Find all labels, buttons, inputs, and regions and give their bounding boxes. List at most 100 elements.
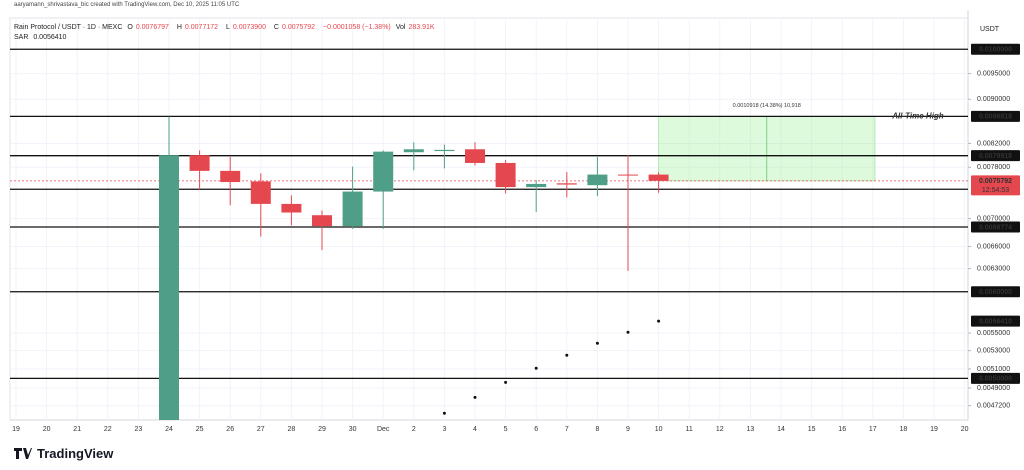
level-label: 0.0050000 — [979, 376, 1012, 383]
x-tick-label: 4 — [473, 426, 477, 433]
brand: TradingView — [14, 446, 113, 461]
legend-value: 283.91K — [408, 24, 435, 31]
y-tick-label: 0.0053000 — [977, 348, 1010, 355]
sar-dot — [473, 395, 477, 399]
level-label: 0.0086818 — [979, 114, 1012, 121]
y-tick-label: 0.0051000 — [977, 366, 1010, 373]
x-tick-label: 5 — [504, 426, 508, 433]
y-tick-label: 0.0063000 — [977, 265, 1010, 272]
legend-item: O 0.0076797 — [127, 24, 172, 31]
sar-dot — [595, 341, 599, 345]
x-tick-label: 17 — [869, 426, 877, 433]
legend-change: −0.0001058 (−1.38%) — [323, 24, 391, 31]
x-tick-label: 30 — [349, 426, 357, 433]
candle-body — [587, 174, 608, 186]
legend-key: C — [273, 24, 279, 31]
legend-key: H — [176, 24, 182, 31]
candle-body — [434, 149, 455, 152]
legend-key: Vol — [395, 24, 406, 31]
x-tick-label: 8 — [595, 426, 599, 433]
x-tick-label: 20 — [43, 426, 51, 433]
level-label: 0.0068774 — [979, 224, 1012, 231]
sar-dot — [626, 330, 630, 334]
candle-body — [495, 162, 516, 188]
level-label-box — [971, 110, 1020, 122]
y-tick-label: 0.0049000 — [977, 385, 1010, 392]
x-tick-label: 20 — [961, 426, 969, 433]
x-tick-label: 19 — [930, 426, 938, 433]
level-label: 0.0060000 — [979, 289, 1012, 296]
candle-body — [281, 203, 302, 213]
level-label: 0.0100000 — [979, 47, 1012, 54]
candle-body — [465, 149, 485, 163]
measure-label: 0.0010918 (14.38%) 10,918 — [733, 103, 801, 109]
legend-key: L — [225, 24, 230, 31]
x-tick-label: 21 — [73, 426, 81, 433]
candle-body — [342, 191, 363, 227]
candle-body — [250, 181, 271, 204]
x-tick-label: 23 — [135, 426, 143, 433]
x-tick-label: 27 — [257, 426, 265, 433]
legend-key: O — [127, 24, 133, 31]
candle-body — [648, 174, 669, 181]
sar-dot — [442, 411, 446, 415]
currency[interactable]: USDT — [980, 26, 1000, 33]
price-label: 0.0075792 — [979, 178, 1012, 185]
level-label-box — [971, 43, 1020, 55]
candles — [159, 116, 669, 420]
legend-value: 0.0073900 — [232, 24, 266, 31]
sar-dot — [565, 353, 569, 357]
candle-body — [556, 183, 577, 185]
sar-label-box — [971, 315, 1020, 327]
level-label: 0.0079918 — [979, 153, 1012, 160]
y-tick-label: 0.0047200 — [977, 403, 1010, 410]
y-tick-label: 0.0078000 — [977, 164, 1010, 171]
x-tick-label: 2 — [412, 426, 416, 433]
y-tick-label: 0.0055000 — [977, 330, 1010, 337]
symbol: Rain Protocol / USDT · 1D · MEXC — [14, 24, 123, 31]
level-label-box — [971, 221, 1020, 233]
x-tick-label: 7 — [565, 426, 569, 433]
candle-body — [526, 183, 547, 188]
x-tick-label: 25 — [196, 426, 204, 433]
x-tick-label: 9 — [626, 426, 630, 433]
x-tick-label: 26 — [226, 426, 234, 433]
x-tick-label: 6 — [534, 426, 538, 433]
x-tick-label: 24 — [165, 426, 173, 433]
level-label-box — [971, 372, 1020, 384]
indicator-name: SAR — [14, 34, 31, 41]
x-tick-label: 3 — [442, 426, 446, 433]
sar-dot — [657, 319, 661, 323]
candle-body — [312, 215, 332, 227]
y-tick-label: 0.0090000 — [977, 96, 1010, 103]
candle-body — [373, 151, 394, 192]
x-tick-label: 28 — [288, 426, 296, 433]
legend-value: 0.0077172 — [184, 24, 219, 31]
price-countdown: 12:54:53 — [982, 187, 1009, 194]
x-tick-label: 19 — [12, 426, 20, 433]
sar-dot — [504, 380, 508, 384]
watermark: aaryamann_shrivastava_bic created with T… — [14, 2, 240, 8]
legend-item: L 0.0073900 — [226, 24, 269, 31]
x-tick-label: 29 — [318, 426, 326, 433]
y-tick-label: 0.0066000 — [977, 243, 1010, 250]
x-tick-label: 22 — [104, 426, 112, 433]
price-label-box — [971, 175, 1020, 196]
legend-value: 0.0076797 — [135, 24, 169, 31]
candle-body — [220, 170, 241, 183]
legend-row: Rain Protocol / USDT · 1D · MEXC O 0.0076… — [14, 24, 441, 31]
brand-logo — [14, 448, 32, 459]
x-tick-label: 15 — [808, 426, 816, 433]
sar-label: 0.0056410 — [979, 318, 1012, 325]
x-tick-label: 10 — [655, 426, 663, 433]
candle-body — [189, 155, 210, 171]
x-tick-label: 14 — [777, 426, 785, 433]
candle-body — [159, 155, 179, 420]
x-tick-label: 12 — [716, 426, 724, 433]
legend-item: Vol 283.91K — [396, 24, 438, 31]
candle-body — [403, 149, 424, 153]
x-tick-label: 18 — [900, 426, 908, 433]
candle-body — [618, 174, 638, 176]
sar-dot — [534, 366, 538, 370]
